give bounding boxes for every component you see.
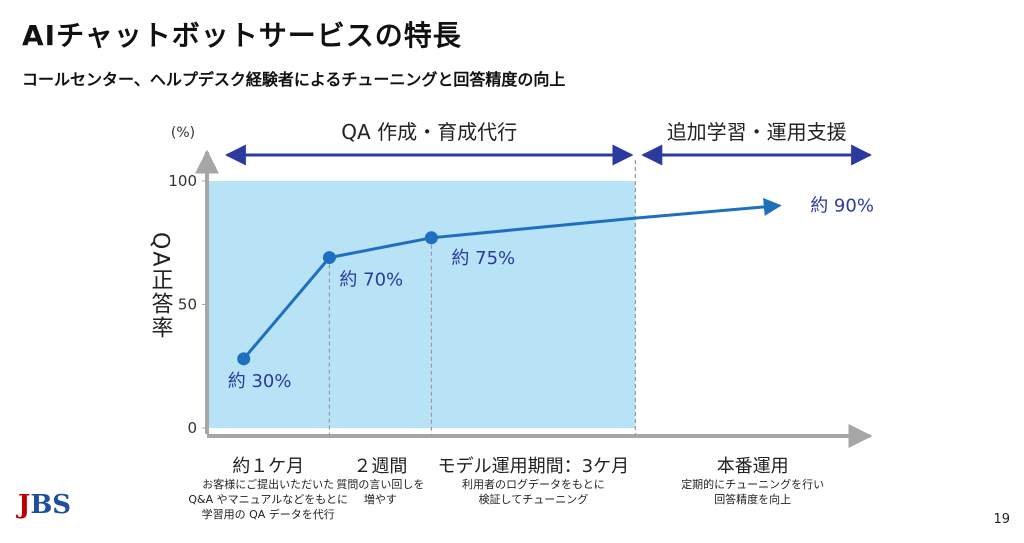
y-axis-title: QA正答率 (148, 232, 174, 340)
period-desc-2-1: 検証してチューニング (479, 492, 589, 506)
period-desc-3-1: 回答精度を向上 (714, 492, 791, 506)
y-unit-label: (%) (171, 125, 195, 141)
period-desc-0-2: 学習用の QA データを代行 (202, 507, 335, 521)
y-tick-label-2: 100 (168, 172, 197, 190)
period-label-3: 本番運用 (717, 456, 789, 477)
shaded-region (207, 181, 636, 428)
period-desc-1-1: 増やす (364, 493, 397, 506)
period-label-1: ２週間 (353, 456, 407, 477)
data-point-2 (424, 231, 438, 245)
y-tick-label-0: 0 (187, 419, 197, 437)
data-point-1 (322, 251, 336, 265)
data-label-4: 約 90% (810, 196, 874, 217)
page-subtitle: コールセンター、ヘルプデスク経験者によるチューニングと回答精度の向上 (22, 70, 566, 89)
period-desc-1-0: 質問の言い回しを (336, 477, 424, 491)
page-number: 19 (993, 512, 1010, 527)
period-desc-2-0: 利用者のログデータをもとに (462, 477, 605, 491)
period-desc-0-0: お客様にご提出いただいた (202, 477, 334, 491)
company-logo: JBS (18, 490, 72, 520)
data-point-0 (237, 352, 251, 366)
y-tick-label-1: 50 (178, 296, 197, 314)
period-label-2: モデル運用期間：3ケ月 (438, 456, 629, 477)
data-label-2: 約 75% (451, 248, 515, 269)
phase-label-0: QA 作成・育成代行 (341, 120, 517, 144)
period-label-0: 約１ケ月 (232, 456, 304, 477)
page-title: AIチャットボットサービスの特長 (22, 19, 462, 52)
data-label-0: 約 30% (228, 371, 292, 392)
period-desc-0-1: Q&A やマニュアルなどをもとに (188, 493, 348, 506)
phase-label-1: 追加学習・運用支援 (667, 120, 847, 144)
data-label-1: 約 70% (339, 270, 403, 291)
period-desc-3-0: 定期的にチューニングを行い (681, 477, 824, 491)
